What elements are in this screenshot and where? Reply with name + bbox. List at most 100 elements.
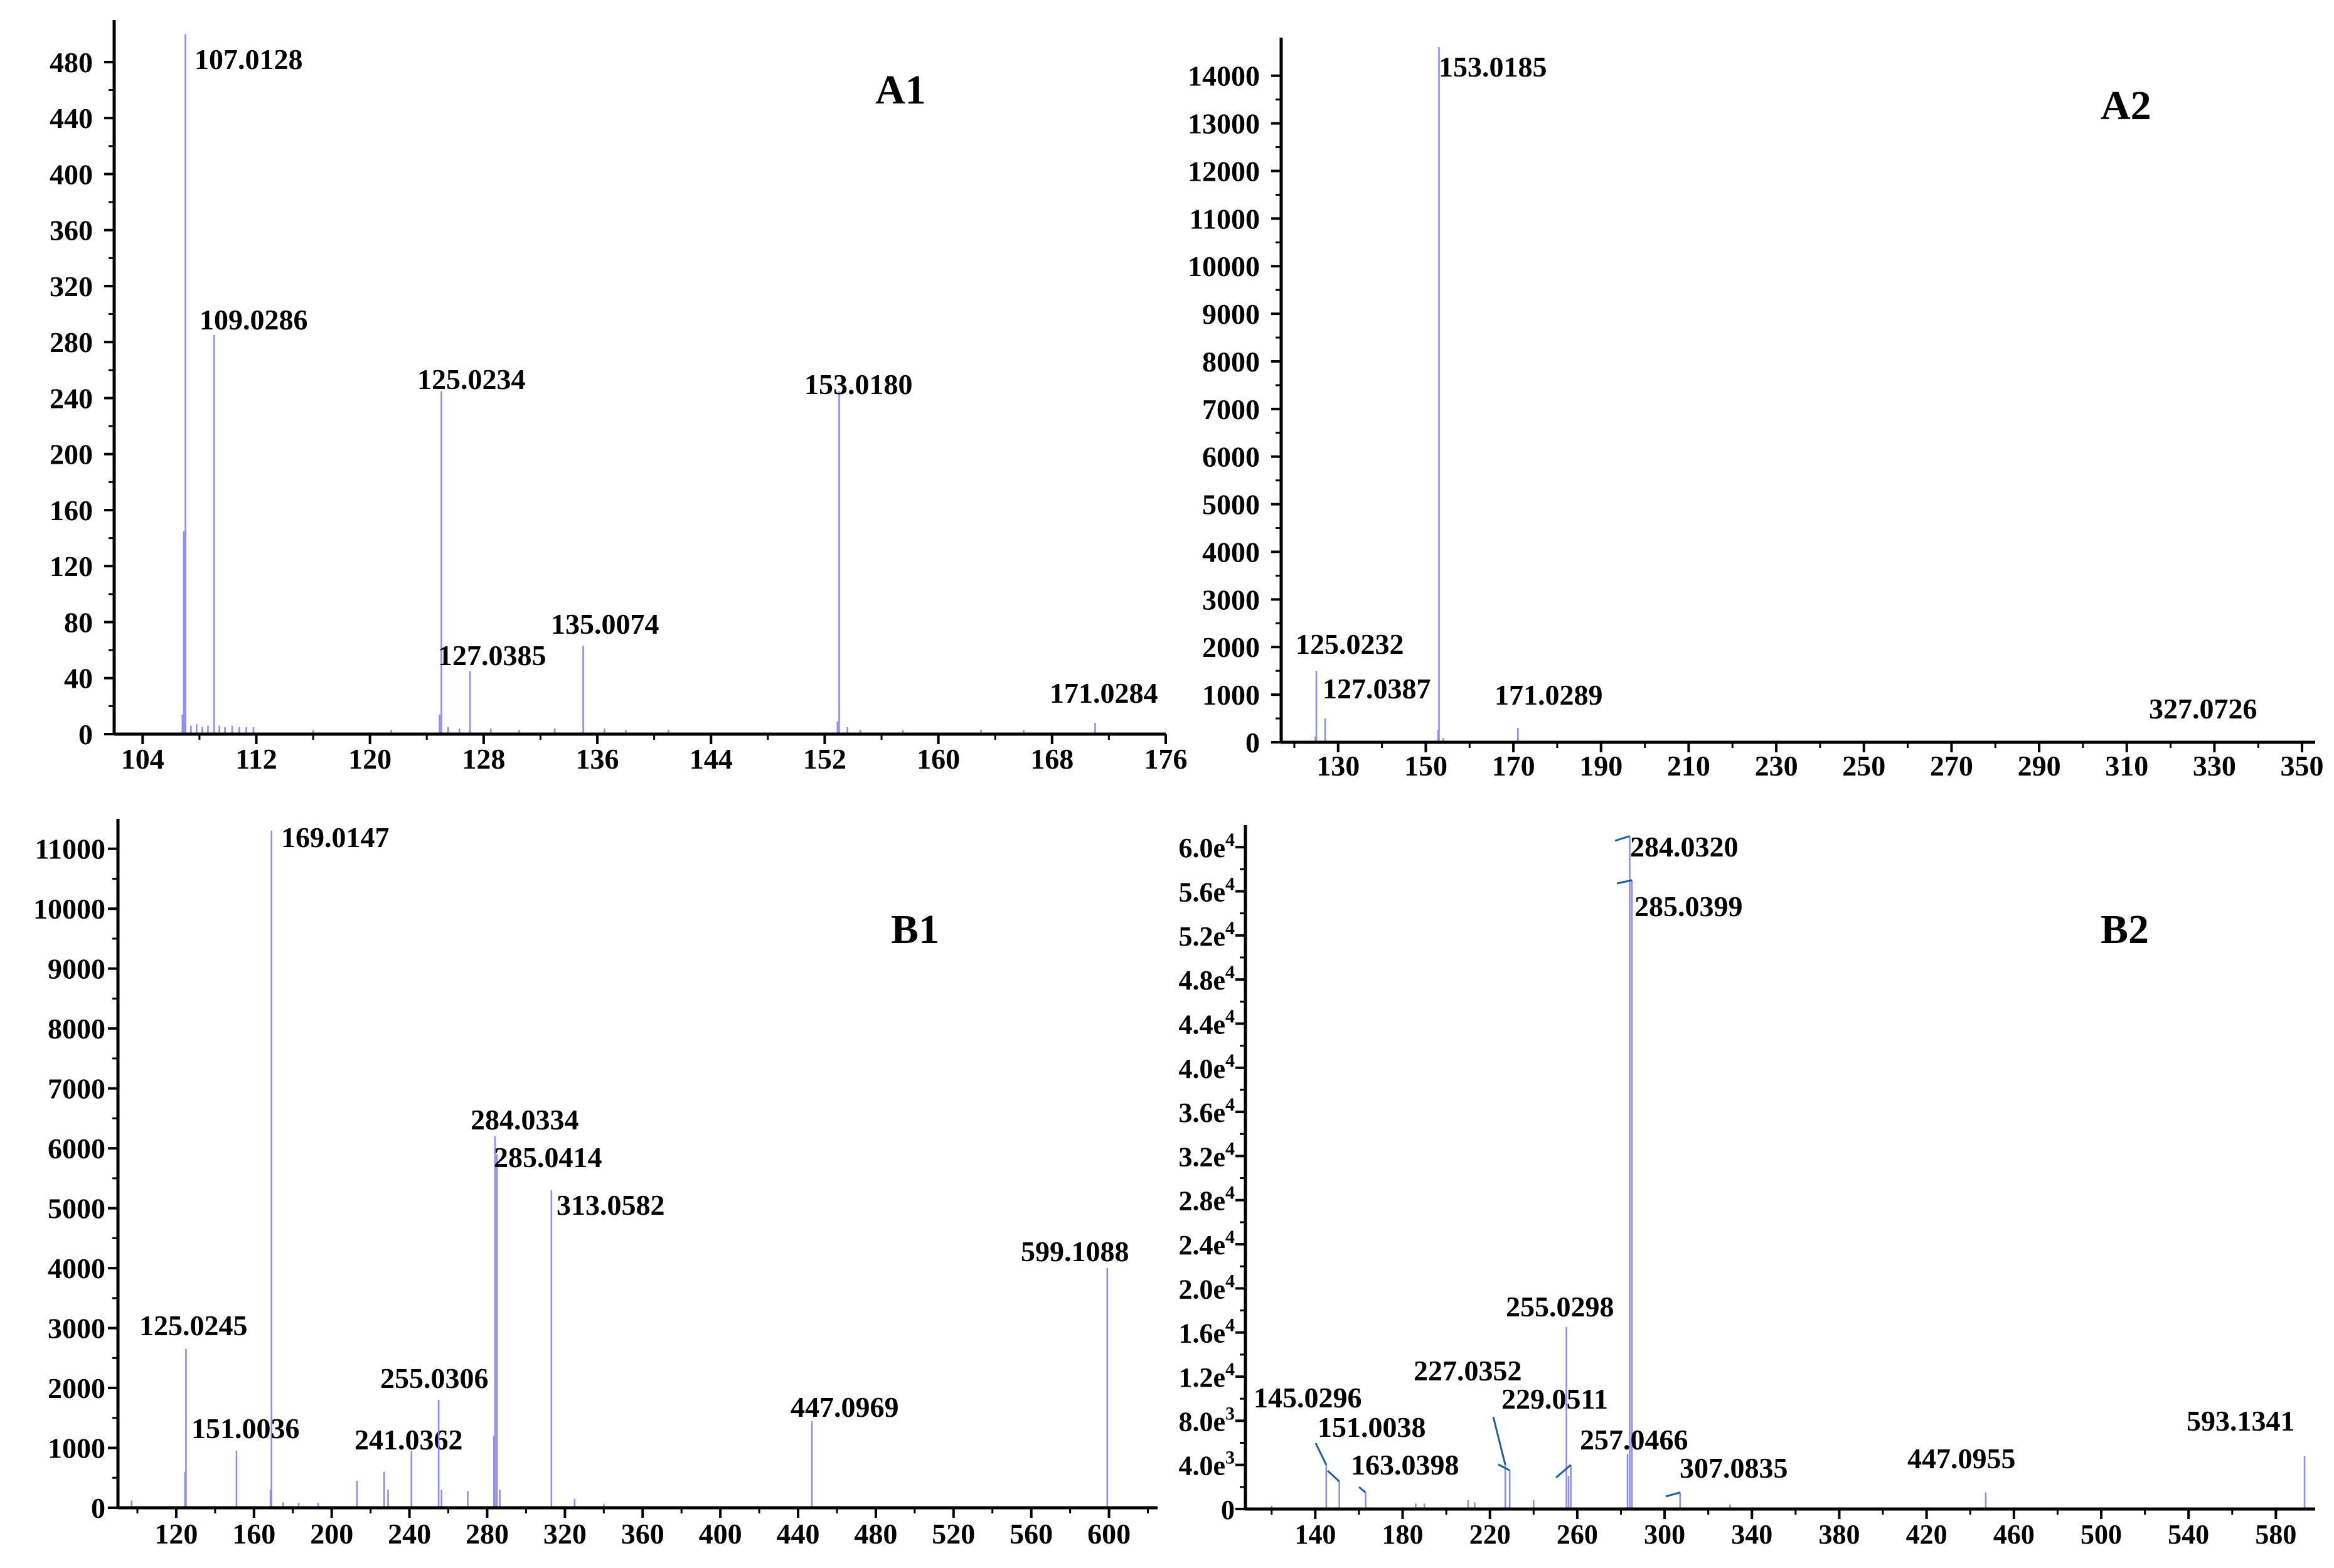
y-tick-label: 5000 (48, 1193, 105, 1225)
peak-label: 171.0284 (1050, 677, 1158, 709)
y-tick-label: 6000 (1202, 441, 1260, 473)
x-tick-label: 160 (232, 1518, 275, 1550)
peak-label: 447.0969 (791, 1391, 899, 1423)
peak-label: 127.0385 (438, 639, 546, 671)
label-leader-line (1665, 1491, 1681, 1498)
spectrum-panel-b1: 169.0147 125.0245 151.0036 241.0362 255.0306… (33, 819, 1158, 1550)
x-tick-label: 170 (1492, 750, 1535, 782)
peak-label: 153.0185 (1439, 51, 1547, 83)
y-tick-label: 440 (50, 102, 93, 134)
y-tick-label: 5.6e4 (1178, 873, 1235, 907)
y-tick-label: 4.0e3 (1178, 1448, 1235, 1481)
y-tick-label: 0 (78, 718, 93, 750)
x-tick-label: 136 (576, 743, 619, 775)
peak-label: 107.0128 (194, 43, 303, 75)
y-tick-label: 2.4e4 (1178, 1227, 1235, 1261)
y-tick-label: 5000 (1202, 489, 1260, 521)
y-tick-label: 8.0e3 (1178, 1403, 1235, 1437)
x-tick-label: 112 (235, 743, 277, 775)
x-tick-label: 400 (699, 1518, 742, 1550)
y-tick-label: 5.2e4 (1178, 918, 1235, 952)
y-tick-label: 6000 (48, 1133, 105, 1165)
y-tick-label: 1.6e4 (1178, 1315, 1235, 1349)
panel-title: B2 (2101, 907, 2149, 952)
label-leader-line (1498, 1463, 1510, 1471)
y-tick-label: 400 (50, 158, 93, 190)
y-tick-label: 40 (64, 663, 93, 695)
y-tick-label: 360 (50, 215, 93, 247)
x-tick-label: 520 (932, 1518, 975, 1550)
x-tick-label: 120 (348, 743, 392, 775)
panel-title: A2 (2101, 83, 2151, 129)
peak-label: 593.1341 (2187, 1405, 2295, 1437)
label-leader-line (1314, 1443, 1328, 1466)
x-tick-label: 350 (2281, 750, 2324, 782)
peak-label: 255.0306 (380, 1362, 489, 1394)
y-tick-label: 0 (91, 1492, 105, 1524)
y-tick-label: 240 (50, 382, 93, 414)
y-tick-label: 4.8e4 (1178, 962, 1235, 996)
x-tick-label: 210 (1667, 750, 1710, 782)
y-tick-label: 2000 (1202, 631, 1260, 663)
peak-label: 229.0511 (1501, 1383, 1608, 1415)
peak-label: 285.0414 (494, 1141, 602, 1173)
y-tick-label: 13000 (1188, 108, 1260, 140)
y-tick-label: 1000 (48, 1432, 105, 1464)
y-tick-label: 9000 (48, 953, 105, 985)
x-tick-label: 320 (543, 1518, 587, 1550)
peak-label: 153.0180 (804, 368, 913, 400)
x-tick-label: 190 (1579, 750, 1623, 782)
label-leader-line (1492, 1416, 1506, 1466)
y-tick-label: 0 (1221, 1495, 1235, 1525)
x-tick-label: 340 (1731, 1519, 1772, 1550)
y-tick-label: 4.0e4 (1178, 1050, 1235, 1084)
peak-label: 599.1088 (1021, 1235, 1129, 1267)
panel-title: A1 (875, 67, 926, 113)
x-tick-label: 460 (1993, 1519, 2035, 1550)
x-tick-label: 104 (121, 743, 164, 775)
y-tick-label: 10000 (33, 893, 105, 925)
x-tick-label: 380 (1818, 1519, 1860, 1550)
spectrum-panel-a1: 107.0128 109.0286 125.0234 127.0385135.0074… (50, 20, 1188, 775)
peak-label: 257.0466 (1580, 1424, 1688, 1456)
y-tick-label: 4000 (48, 1252, 105, 1284)
peak-label: 127.0387 (1323, 673, 1431, 705)
x-tick-label: 160 (917, 743, 960, 775)
x-tick-label: 580 (2255, 1519, 2296, 1550)
y-tick-label: 2.8e4 (1178, 1183, 1235, 1217)
y-tick-label: 8000 (48, 1013, 105, 1045)
peak-label: 171.0289 (1495, 679, 1603, 711)
y-tick-label: 3000 (1202, 584, 1260, 616)
spectrum-panel-b2: 284.0320 285.0399 255.0298 227.0352229.0511… (1178, 825, 2315, 1550)
peak-label: 284.0320 (1630, 831, 1739, 863)
y-tick-label: 11000 (1190, 203, 1260, 235)
y-tick-label: 7000 (48, 1073, 105, 1105)
peak-label: 135.0074 (551, 608, 659, 640)
x-tick-label: 240 (388, 1518, 431, 1550)
peak-label: 125.0232 (1296, 628, 1404, 660)
y-tick-label: 12000 (1188, 155, 1260, 187)
y-tick-label: 4000 (1202, 536, 1260, 568)
x-tick-label: 152 (803, 743, 846, 775)
peak-label: 151.0038 (1318, 1411, 1426, 1443)
peak-label: 313.0582 (557, 1189, 665, 1221)
x-tick-label: 120 (154, 1518, 198, 1550)
peak-label: 241.0362 (354, 1424, 463, 1456)
peak-label: 145.0296 (1254, 1382, 1362, 1414)
y-tick-label: 120 (50, 550, 93, 582)
label-leader-line (1358, 1486, 1367, 1493)
peak-label: 285.0399 (1634, 890, 1743, 922)
x-tick-label: 270 (1930, 750, 1973, 782)
label-leader-line (1555, 1464, 1572, 1479)
y-tick-label: 8000 (1202, 346, 1260, 378)
y-tick-label: 0 (1245, 727, 1260, 759)
y-tick-label: 2000 (48, 1372, 105, 1404)
y-tick-label: 11000 (35, 833, 105, 865)
x-tick-label: 260 (1557, 1519, 1598, 1550)
x-tick-label: 330 (2193, 750, 2236, 782)
y-tick-label: 14000 (1188, 60, 1260, 92)
peak-label: 327.0726 (2149, 693, 2257, 725)
label-leader-line (1614, 835, 1630, 842)
y-tick-label: 200 (50, 439, 93, 471)
y-tick-label: 9000 (1202, 298, 1260, 330)
